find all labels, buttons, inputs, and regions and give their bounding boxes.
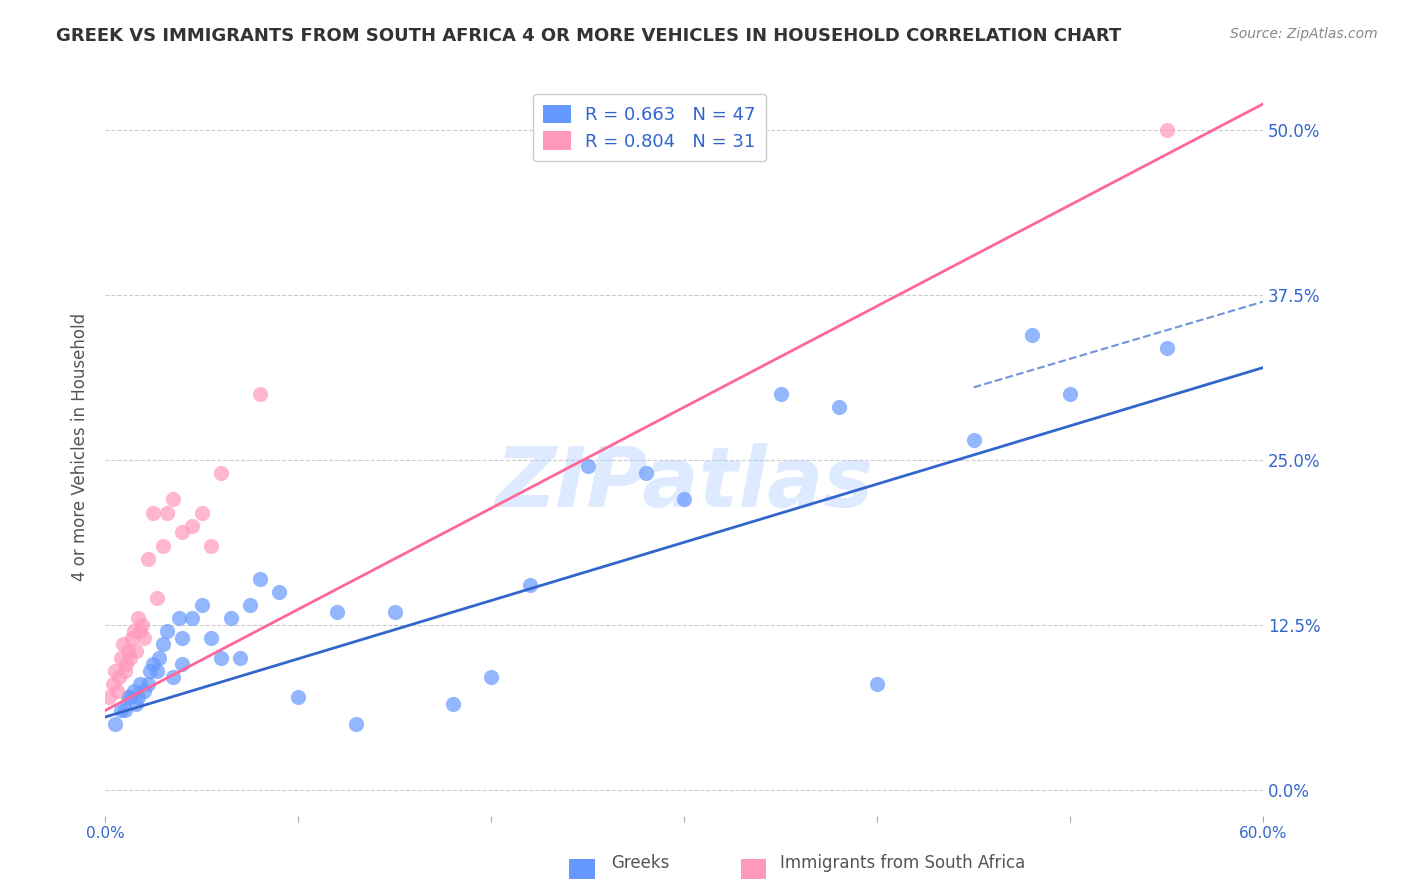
Text: Greeks: Greeks (612, 855, 671, 872)
Point (114, 703, 136, 717)
Point (200, 631, 222, 645)
Point (200, 539, 222, 553)
Point (114, 664, 136, 678)
Point (136, 677, 159, 691)
Point (129, 624, 152, 639)
Point (172, 525, 194, 540)
Point (190, 506, 212, 520)
Point (131, 617, 153, 632)
Point (181, 518, 204, 533)
Point (1156, 123, 1178, 137)
Point (181, 611, 204, 625)
Point (146, 591, 169, 606)
Point (121, 631, 143, 645)
Point (110, 650, 132, 665)
Point (249, 387, 271, 401)
Point (219, 611, 242, 625)
Point (101, 677, 124, 691)
Point (1059, 387, 1081, 401)
Point (120, 690, 142, 705)
Point (866, 677, 889, 691)
Point (190, 598, 212, 612)
Point (127, 690, 149, 705)
Point (156, 624, 179, 639)
Legend: R = 0.663   N = 47, R = 0.804   N = 31: R = 0.663 N = 47, R = 0.804 N = 31 (533, 94, 766, 161)
Point (634, 466, 657, 480)
Point (98, 690, 121, 705)
Point (384, 605, 406, 619)
Point (519, 578, 541, 592)
Point (138, 664, 160, 678)
Point (673, 492, 696, 507)
Point (162, 670, 184, 684)
Point (209, 466, 232, 480)
Point (344, 716, 367, 731)
Point (229, 650, 252, 665)
Point (129, 677, 152, 691)
Point (1021, 327, 1043, 342)
Point (117, 690, 139, 705)
Text: Source: ZipAtlas.com: Source: ZipAtlas.com (1230, 27, 1378, 41)
Point (267, 584, 290, 599)
Point (104, 716, 127, 731)
Point (104, 664, 127, 678)
Point (125, 644, 148, 658)
Point (963, 433, 986, 447)
Point (125, 697, 148, 711)
Point (827, 400, 849, 414)
Point (441, 697, 464, 711)
Point (769, 387, 792, 401)
Point (117, 644, 139, 658)
Point (105, 683, 128, 698)
Point (239, 598, 262, 612)
Point (167, 611, 190, 625)
Point (156, 506, 179, 520)
Point (111, 638, 134, 652)
Point (148, 650, 170, 665)
Point (287, 690, 309, 705)
Point (162, 492, 184, 507)
Y-axis label: 4 or more Vehicles in Household: 4 or more Vehicles in Household (72, 312, 89, 581)
Point (122, 683, 145, 698)
Point (209, 650, 232, 665)
Text: GREEK VS IMMIGRANTS FROM SOUTH AFRICA 4 OR MORE VEHICLES IN HOUSEHOLD CORRELATIO: GREEK VS IMMIGRANTS FROM SOUTH AFRICA 4 … (56, 27, 1122, 45)
Point (1156, 341, 1178, 355)
Point (146, 664, 169, 678)
Point (120, 650, 142, 665)
Point (142, 506, 165, 520)
Text: ZIPatlas: ZIPatlas (495, 443, 873, 524)
Text: Immigrants from South Africa: Immigrants from South Africa (780, 855, 1025, 872)
Point (326, 605, 349, 619)
Point (152, 539, 174, 553)
Point (132, 631, 155, 645)
Point (142, 657, 165, 672)
Point (576, 459, 599, 474)
Point (127, 611, 149, 625)
Point (249, 572, 271, 586)
Point (136, 551, 159, 566)
Point (152, 638, 174, 652)
Point (132, 683, 155, 698)
Point (107, 670, 129, 684)
Point (110, 703, 132, 717)
Point (172, 631, 194, 645)
Point (122, 624, 145, 639)
Point (115, 657, 138, 672)
Point (479, 670, 502, 684)
Point (172, 657, 194, 672)
